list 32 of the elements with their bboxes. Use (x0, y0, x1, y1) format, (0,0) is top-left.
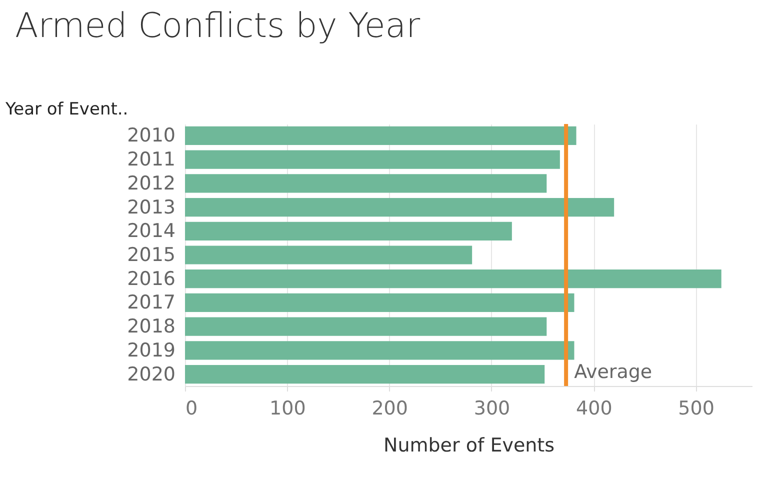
x-axis-title: Number of Events (383, 434, 555, 456)
bar (185, 246, 472, 264)
bar (185, 174, 547, 193)
y-tick-label: 2013 (127, 196, 176, 218)
x-tick-label: 400 (576, 398, 612, 420)
bar (185, 341, 574, 360)
y-tick-label: 2016 (127, 268, 176, 290)
bar (185, 150, 560, 169)
bar (185, 222, 512, 240)
ref-line-label: Average (574, 361, 652, 383)
y-tick-label: 2014 (127, 220, 176, 242)
x-tick-label: 200 (372, 398, 408, 420)
bar (185, 317, 547, 336)
bar (185, 365, 545, 384)
y-tick-label: 2011 (127, 148, 176, 171)
y-tick-label: 2015 (127, 244, 176, 266)
y-tick-label: 2020 (127, 363, 176, 386)
bar (185, 270, 722, 288)
x-tick-label: 500 (678, 398, 714, 420)
x-tick-label: 100 (270, 398, 306, 420)
chart-title: Armed Conflicts by Year (15, 6, 420, 46)
y-tick-label: 2017 (127, 292, 176, 314)
bar (185, 293, 574, 312)
bar (185, 126, 576, 145)
x-tick-label: 0 (186, 398, 198, 420)
y-tick-label: 2019 (127, 339, 176, 362)
bar (185, 198, 614, 217)
y-tick-label: 2018 (127, 316, 176, 338)
x-tick-label: 300 (474, 398, 510, 420)
y-tick-label: 2012 (127, 172, 176, 194)
y-tick-label: 2010 (127, 124, 176, 147)
y-axis-title: Year of Event.. (4, 100, 128, 120)
